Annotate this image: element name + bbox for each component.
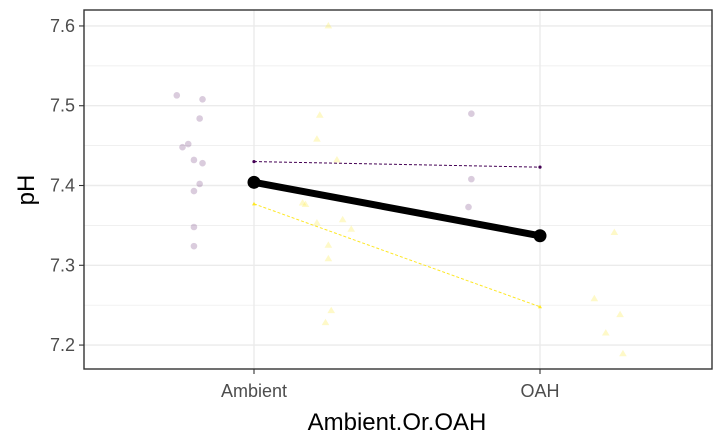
yellow-data-point <box>327 306 336 314</box>
y-axis-title: pH <box>13 175 40 206</box>
purple-data-point <box>196 180 203 188</box>
purple-data-point <box>196 115 203 122</box>
purple-mean-line <box>253 161 541 168</box>
yellow-mean-line <box>253 203 541 308</box>
y-tick-label: 7.6 <box>50 16 75 36</box>
x-axis-title: Ambient.Or.OAH <box>308 409 487 436</box>
yellow-data-point <box>321 318 330 326</box>
yellow-data-point <box>347 225 356 232</box>
purple-mean-point <box>252 159 256 164</box>
yellow-data-point <box>298 199 307 206</box>
purple-data-point <box>199 159 206 167</box>
yellow-data-point <box>338 215 347 223</box>
yellow-data-point <box>601 329 610 336</box>
purple-data-point <box>468 110 475 118</box>
yellow-data-point <box>301 200 310 208</box>
x-tick-label: Ambient <box>221 381 287 401</box>
yellow-data-point <box>324 21 333 29</box>
purple-data-point <box>468 175 475 183</box>
panel-border <box>83 9 713 370</box>
overall-mean-point <box>247 175 261 189</box>
yellow-data-point <box>610 228 619 235</box>
yellow-mean-point <box>538 304 542 309</box>
yellow-mean-point <box>252 201 256 206</box>
x-tick-label: OAH <box>520 381 559 401</box>
purple-mean-point <box>538 165 542 169</box>
yellow-data-point <box>616 310 624 318</box>
purple-data-point <box>179 143 186 151</box>
yellow-data-point <box>619 349 627 357</box>
y-tick-label: 7.3 <box>50 255 75 275</box>
y-tick-label: 7.4 <box>50 176 75 196</box>
purple-data-point <box>173 92 181 99</box>
points-layer <box>173 21 627 357</box>
yellow-data-point <box>590 294 599 302</box>
overall-mean-point <box>533 229 547 243</box>
purple-data-point <box>199 96 206 103</box>
purple-data-point <box>465 203 472 211</box>
grid-layer <box>84 10 712 369</box>
purple-data-point <box>190 187 198 195</box>
yellow-data-point <box>313 135 321 142</box>
y-tick-label: 7.5 <box>50 96 75 116</box>
yellow-data-point <box>315 111 324 118</box>
purple-data-point <box>190 223 198 231</box>
yellow-data-point <box>313 219 321 226</box>
mean-line-layer <box>252 159 542 309</box>
panel-background <box>84 10 712 369</box>
overall-mean-layer <box>247 175 547 243</box>
purple-data-point <box>190 156 198 164</box>
purple-data-point <box>184 140 192 148</box>
axis-layer: 7.2 7.3 7.4 7.5 7.6 Ambient OAH <box>50 16 560 401</box>
yellow-data-point <box>324 241 333 248</box>
purple-data-point <box>190 242 198 250</box>
y-tick-label: 7.2 <box>50 335 75 355</box>
yellow-data-point <box>333 155 341 163</box>
yellow-data-point <box>324 254 333 262</box>
overall-mean-line <box>250 178 544 240</box>
